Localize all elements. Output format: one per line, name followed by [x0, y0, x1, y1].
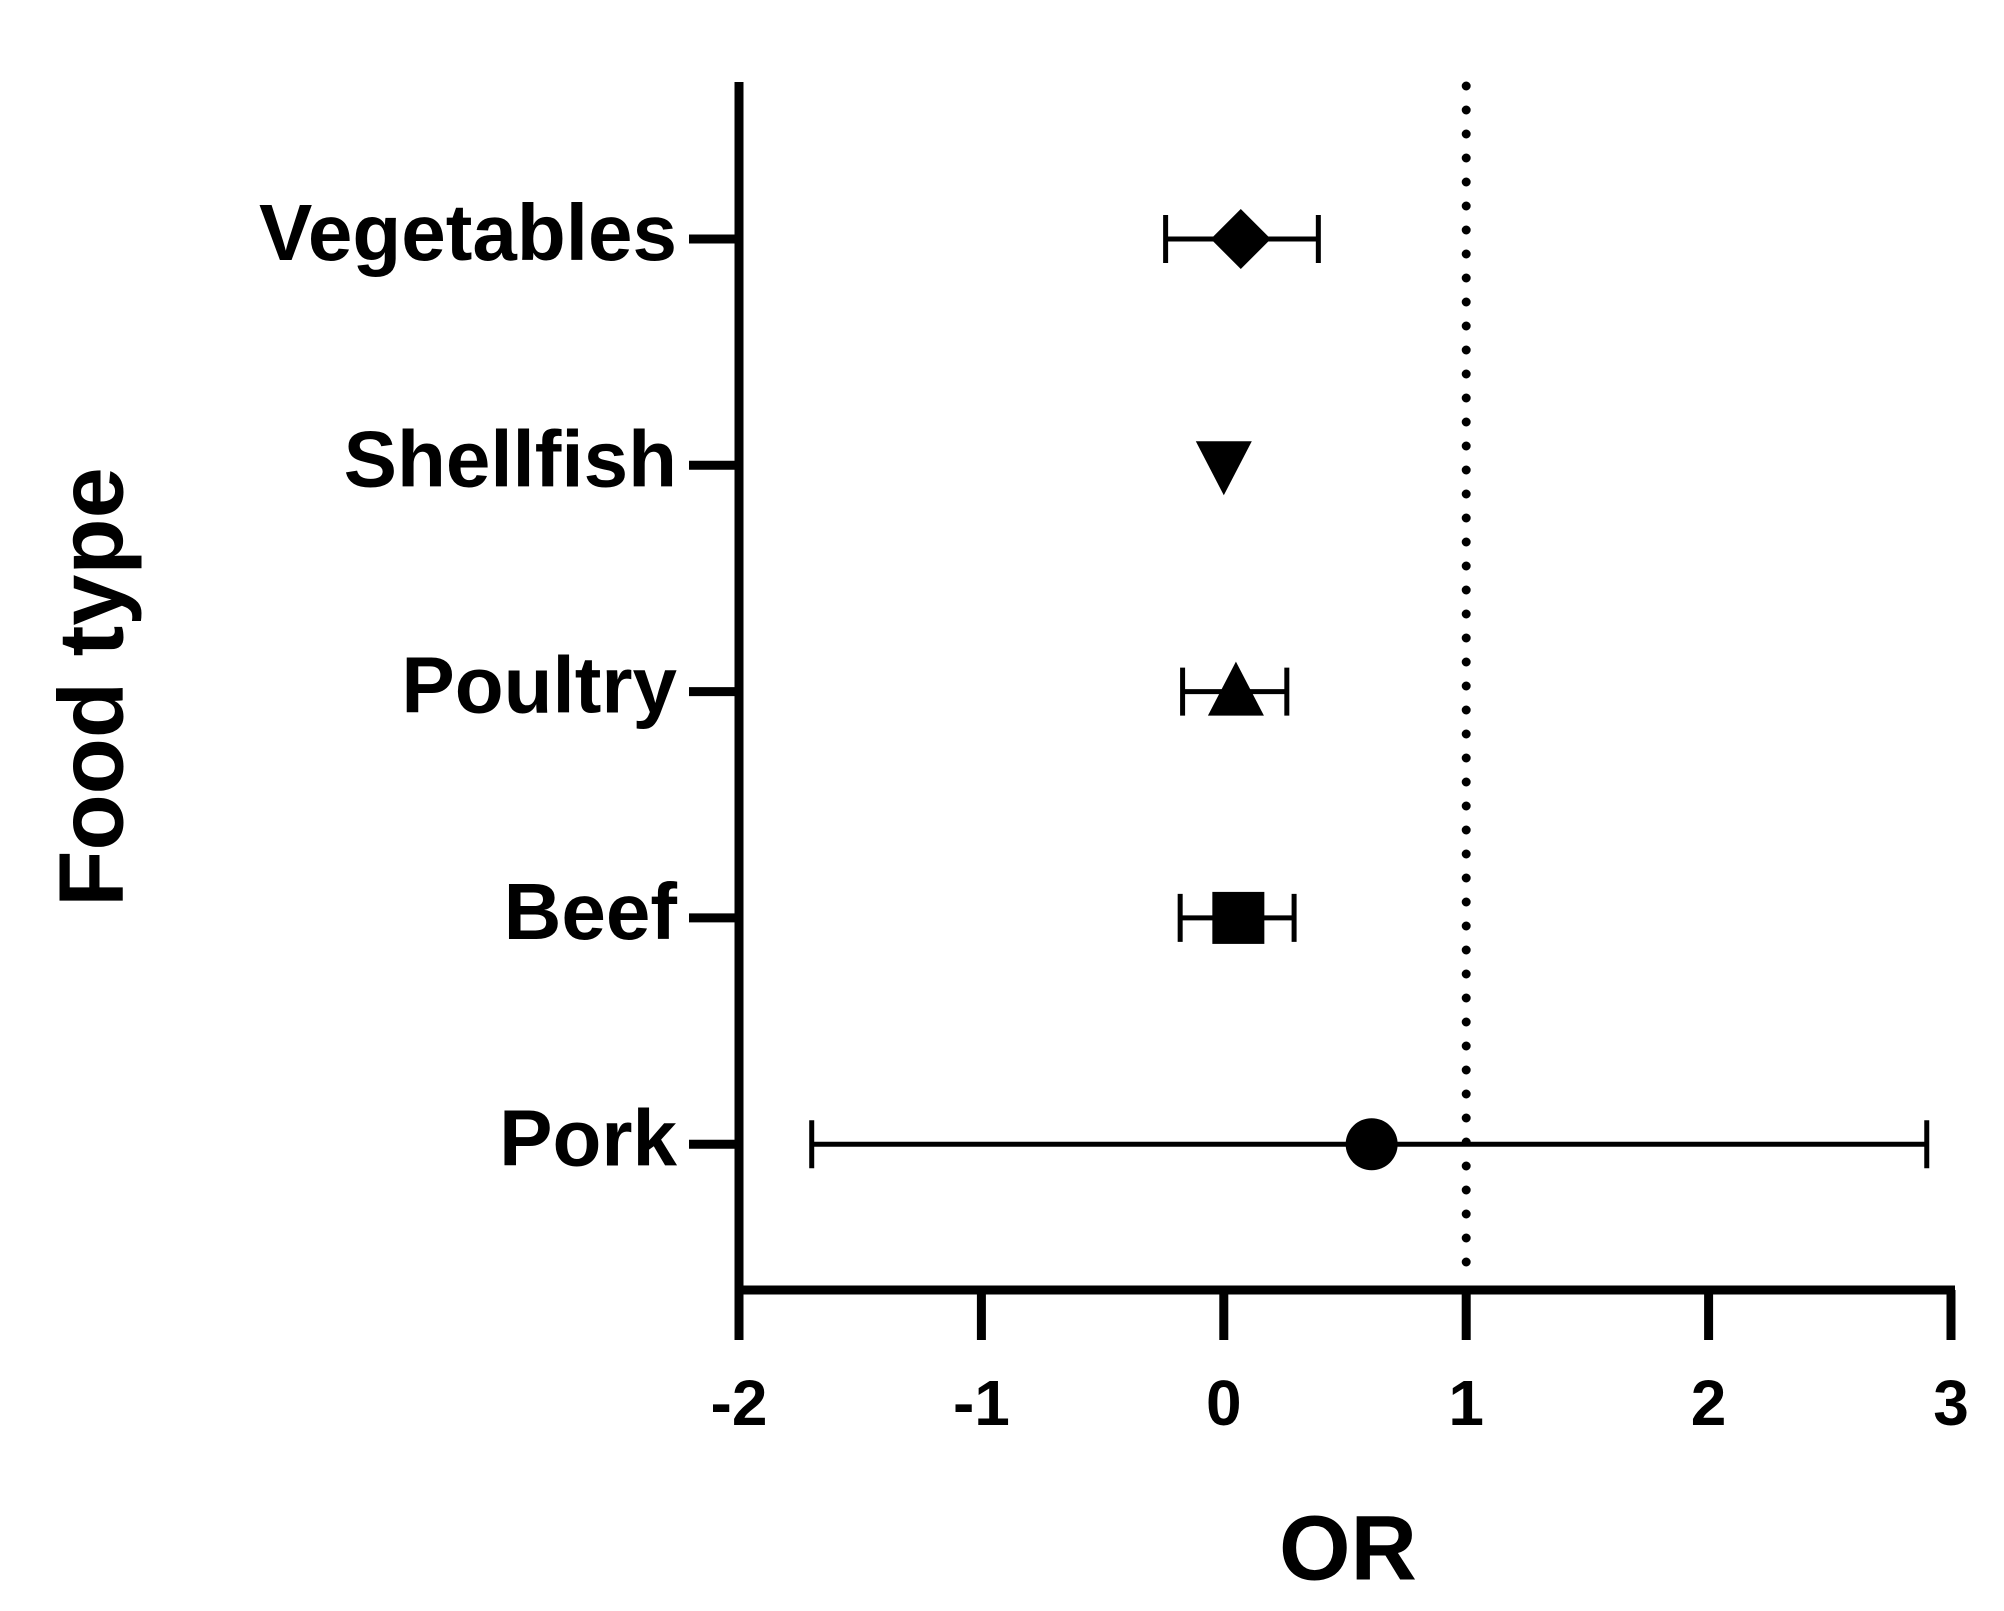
x-tick-label: 2: [1691, 1367, 1727, 1439]
x-tick-label: -2: [711, 1367, 768, 1439]
x-tick-label: 1: [1448, 1367, 1484, 1439]
x-tick-label: 0: [1206, 1367, 1242, 1439]
y-tick-label: Poultry: [401, 641, 677, 730]
y-tick-label: Beef: [504, 867, 678, 956]
y-tick-label: Pork: [499, 1093, 677, 1182]
marker: [1345, 1118, 1398, 1171]
marker: [1195, 441, 1252, 496]
marker: [1212, 891, 1265, 944]
x-tick-label: -1: [953, 1367, 1010, 1439]
marker: [1210, 209, 1271, 269]
x-axis-title: OR: [1279, 1497, 1417, 1599]
y-tick-label: Vegetables: [259, 188, 677, 277]
marker: [1207, 661, 1264, 716]
y-axis-title: Food type: [40, 467, 142, 907]
x-tick-label: 3: [1933, 1367, 1969, 1439]
y-tick-label: Shellfish: [344, 414, 677, 503]
